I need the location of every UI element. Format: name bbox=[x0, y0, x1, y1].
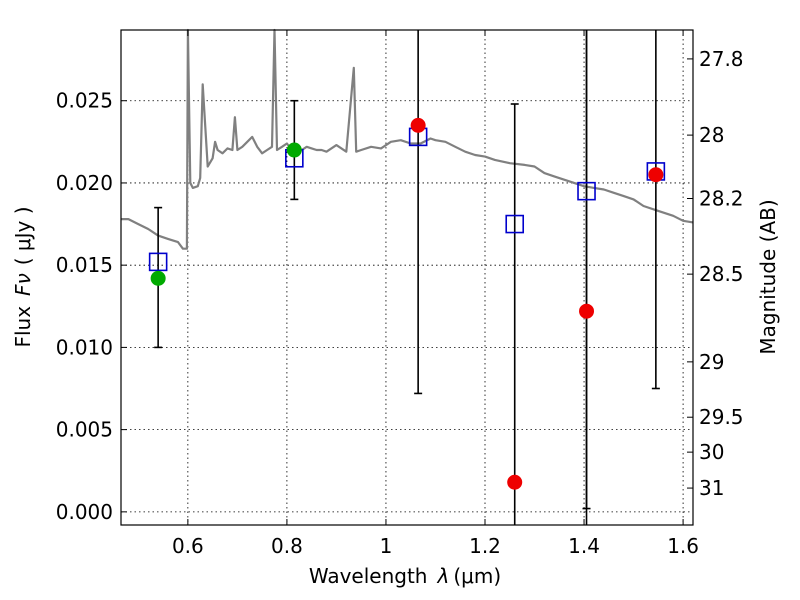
x-tick-label: 1 bbox=[380, 534, 393, 558]
right-tick-label: 28.5 bbox=[699, 262, 744, 286]
x-axis-label: Wavelength λ (μm) bbox=[309, 564, 501, 588]
plot-frame bbox=[120, 29, 694, 526]
upper-limit-point bbox=[410, 117, 426, 133]
right-tick-label: 28.2 bbox=[699, 186, 744, 210]
right-axis-label: Magnitude (AB) bbox=[756, 199, 780, 354]
model-flux-square bbox=[505, 214, 525, 234]
model-spectrum-line bbox=[121, 28, 694, 250]
right-axis-ticks: 27.8 28 28.2 28.5 29 29.5 30 31 bbox=[687, 47, 744, 500]
y-tick-label: 0.020 bbox=[56, 171, 113, 195]
y-tick-label: 0.025 bbox=[56, 89, 113, 113]
upper-limit-point bbox=[648, 167, 664, 183]
x-tick-label: 0.6 bbox=[172, 534, 204, 558]
y-tick-label: 0.010 bbox=[56, 335, 113, 359]
y-axis-ticks: 0.000 0.005 0.010 0.015 0.020 0.025 bbox=[56, 89, 127, 524]
x-tick-label: 1.6 bbox=[667, 534, 699, 558]
upper-limit-point bbox=[579, 303, 595, 319]
right-tick-label: 29 bbox=[699, 350, 724, 374]
right-tick-label: 28 bbox=[699, 123, 724, 147]
grid-lines bbox=[121, 30, 693, 525]
right-tick-label: 29.5 bbox=[699, 405, 744, 429]
model-flux-square bbox=[577, 181, 596, 201]
y-axis-label: FluxFν( μJy ) bbox=[11, 206, 35, 347]
data-markers bbox=[148, 117, 666, 490]
model-spectrum-layer bbox=[121, 28, 694, 250]
y-tick-label: 0.000 bbox=[56, 500, 113, 524]
x-tick-label: 1.2 bbox=[469, 534, 501, 558]
model-flux-square bbox=[148, 252, 168, 272]
x-axis-ticks: 0.6 0.8 1 1.2 1.4 1.6 bbox=[172, 30, 699, 558]
x-tick-label: 1.4 bbox=[568, 534, 600, 558]
y-tick-label: 0.005 bbox=[56, 418, 113, 442]
detection-point bbox=[150, 270, 166, 286]
right-tick-label: 27.8 bbox=[699, 47, 744, 71]
y-tick-label: 0.015 bbox=[56, 253, 113, 277]
detection-point bbox=[286, 142, 302, 158]
upper-limit-point bbox=[507, 474, 523, 490]
right-tick-label: 31 bbox=[699, 476, 724, 500]
x-tick-label: 0.8 bbox=[271, 534, 303, 558]
right-tick-label: 30 bbox=[699, 440, 724, 464]
error-bars bbox=[154, 30, 660, 525]
